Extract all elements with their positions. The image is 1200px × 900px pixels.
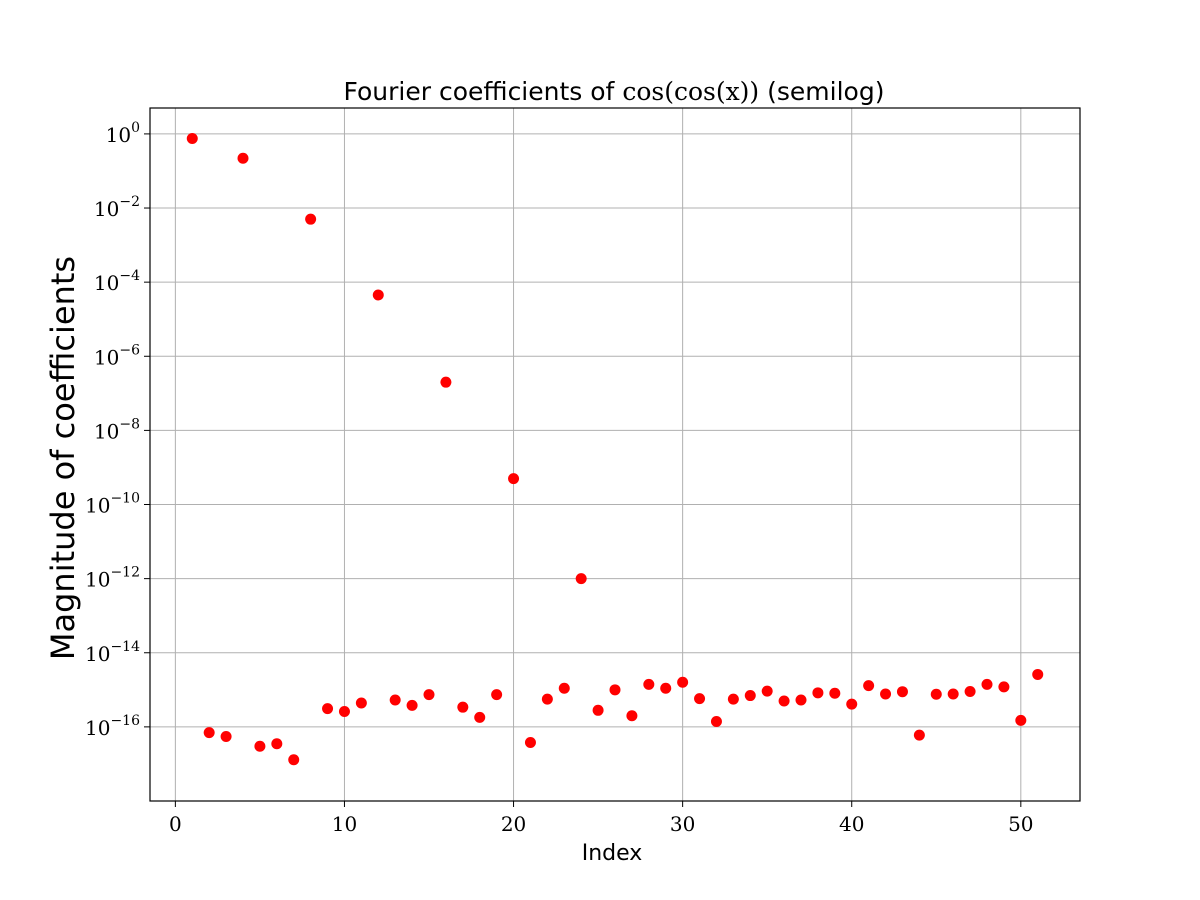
- data-point: [643, 678, 655, 690]
- x-tick-label: 40: [839, 812, 864, 836]
- data-point: [355, 697, 367, 709]
- data-point: [558, 682, 570, 694]
- data-point: [508, 473, 520, 485]
- y-tick-label: 10−6: [94, 342, 140, 369]
- data-point: [913, 729, 925, 741]
- y-tick-label: 10−2: [94, 194, 140, 221]
- y-tick-label: 10−12: [85, 565, 140, 592]
- data-point: [981, 678, 993, 690]
- y-tick-label: 10−14: [85, 639, 140, 666]
- data-point: [541, 693, 553, 705]
- data-point: [338, 705, 350, 717]
- data-point: [677, 676, 689, 688]
- data-point: [186, 133, 198, 145]
- data-point: [322, 703, 334, 715]
- x-tick-label: 30: [670, 812, 695, 836]
- data-point: [964, 686, 976, 698]
- data-point: [575, 573, 587, 585]
- data-point: [761, 685, 773, 697]
- data-point: [440, 376, 452, 388]
- y-tick-label: 10−8: [94, 416, 140, 443]
- title-math: cos(cos(x)): [622, 77, 759, 106]
- y-axis-label: Magnitude of coefficients: [44, 256, 82, 660]
- x-tick-label: 50: [1008, 812, 1033, 836]
- data-point: [389, 694, 401, 706]
- data-point: [930, 688, 942, 700]
- data-points: [186, 133, 1044, 766]
- data-point: [998, 681, 1010, 693]
- data-point: [710, 715, 722, 727]
- title-prefix: Fourier coefficients of: [344, 77, 623, 106]
- data-point: [829, 687, 841, 699]
- data-point: [795, 694, 807, 706]
- chart-title: Fourier coefficients of cos(cos(x)) (sem…: [344, 77, 885, 106]
- data-point: [880, 688, 892, 700]
- data-point: [372, 289, 384, 301]
- x-axis-label: Index: [582, 841, 643, 866]
- data-point: [694, 693, 706, 705]
- data-point: [609, 684, 621, 696]
- data-point: [220, 731, 232, 743]
- x-tick-label: 0: [169, 812, 182, 836]
- data-point: [491, 689, 503, 701]
- data-point: [727, 693, 739, 705]
- plot-frame: [149, 107, 1081, 802]
- data-point: [896, 686, 908, 698]
- data-point: [812, 687, 824, 699]
- title-suffix: (semilog): [759, 77, 884, 106]
- data-point: [778, 695, 790, 707]
- data-point: [457, 701, 469, 713]
- data-point: [1032, 668, 1044, 680]
- data-point: [744, 690, 756, 702]
- axis-ticks: 0 10 20 30 40 50 100 10−2 10−4 10−6 10−8 10−10 10−12…: [85, 120, 1034, 836]
- y-tick-label: 10−4: [94, 268, 140, 295]
- data-point: [592, 704, 604, 716]
- data-point: [237, 152, 249, 164]
- data-point: [474, 711, 486, 723]
- data-point: [423, 689, 435, 701]
- data-point: [406, 699, 418, 711]
- x-tick-label: 20: [501, 812, 526, 836]
- data-point: [1015, 714, 1027, 726]
- y-tick-label: 10−16: [85, 713, 140, 740]
- data-point: [524, 736, 536, 748]
- data-point: [846, 698, 858, 710]
- data-point: [863, 680, 875, 692]
- y-tick-label: 100: [106, 120, 140, 147]
- data-point: [288, 754, 300, 766]
- data-point: [626, 710, 638, 722]
- data-point: [660, 682, 672, 694]
- y-tick-label: 10−10: [85, 491, 140, 518]
- data-point: [947, 688, 959, 700]
- data-point: [305, 213, 317, 225]
- data-point: [271, 738, 283, 750]
- data-point: [203, 727, 215, 739]
- data-point: [254, 740, 266, 752]
- x-tick-label: 10: [332, 812, 357, 836]
- grid: [150, 108, 1080, 801]
